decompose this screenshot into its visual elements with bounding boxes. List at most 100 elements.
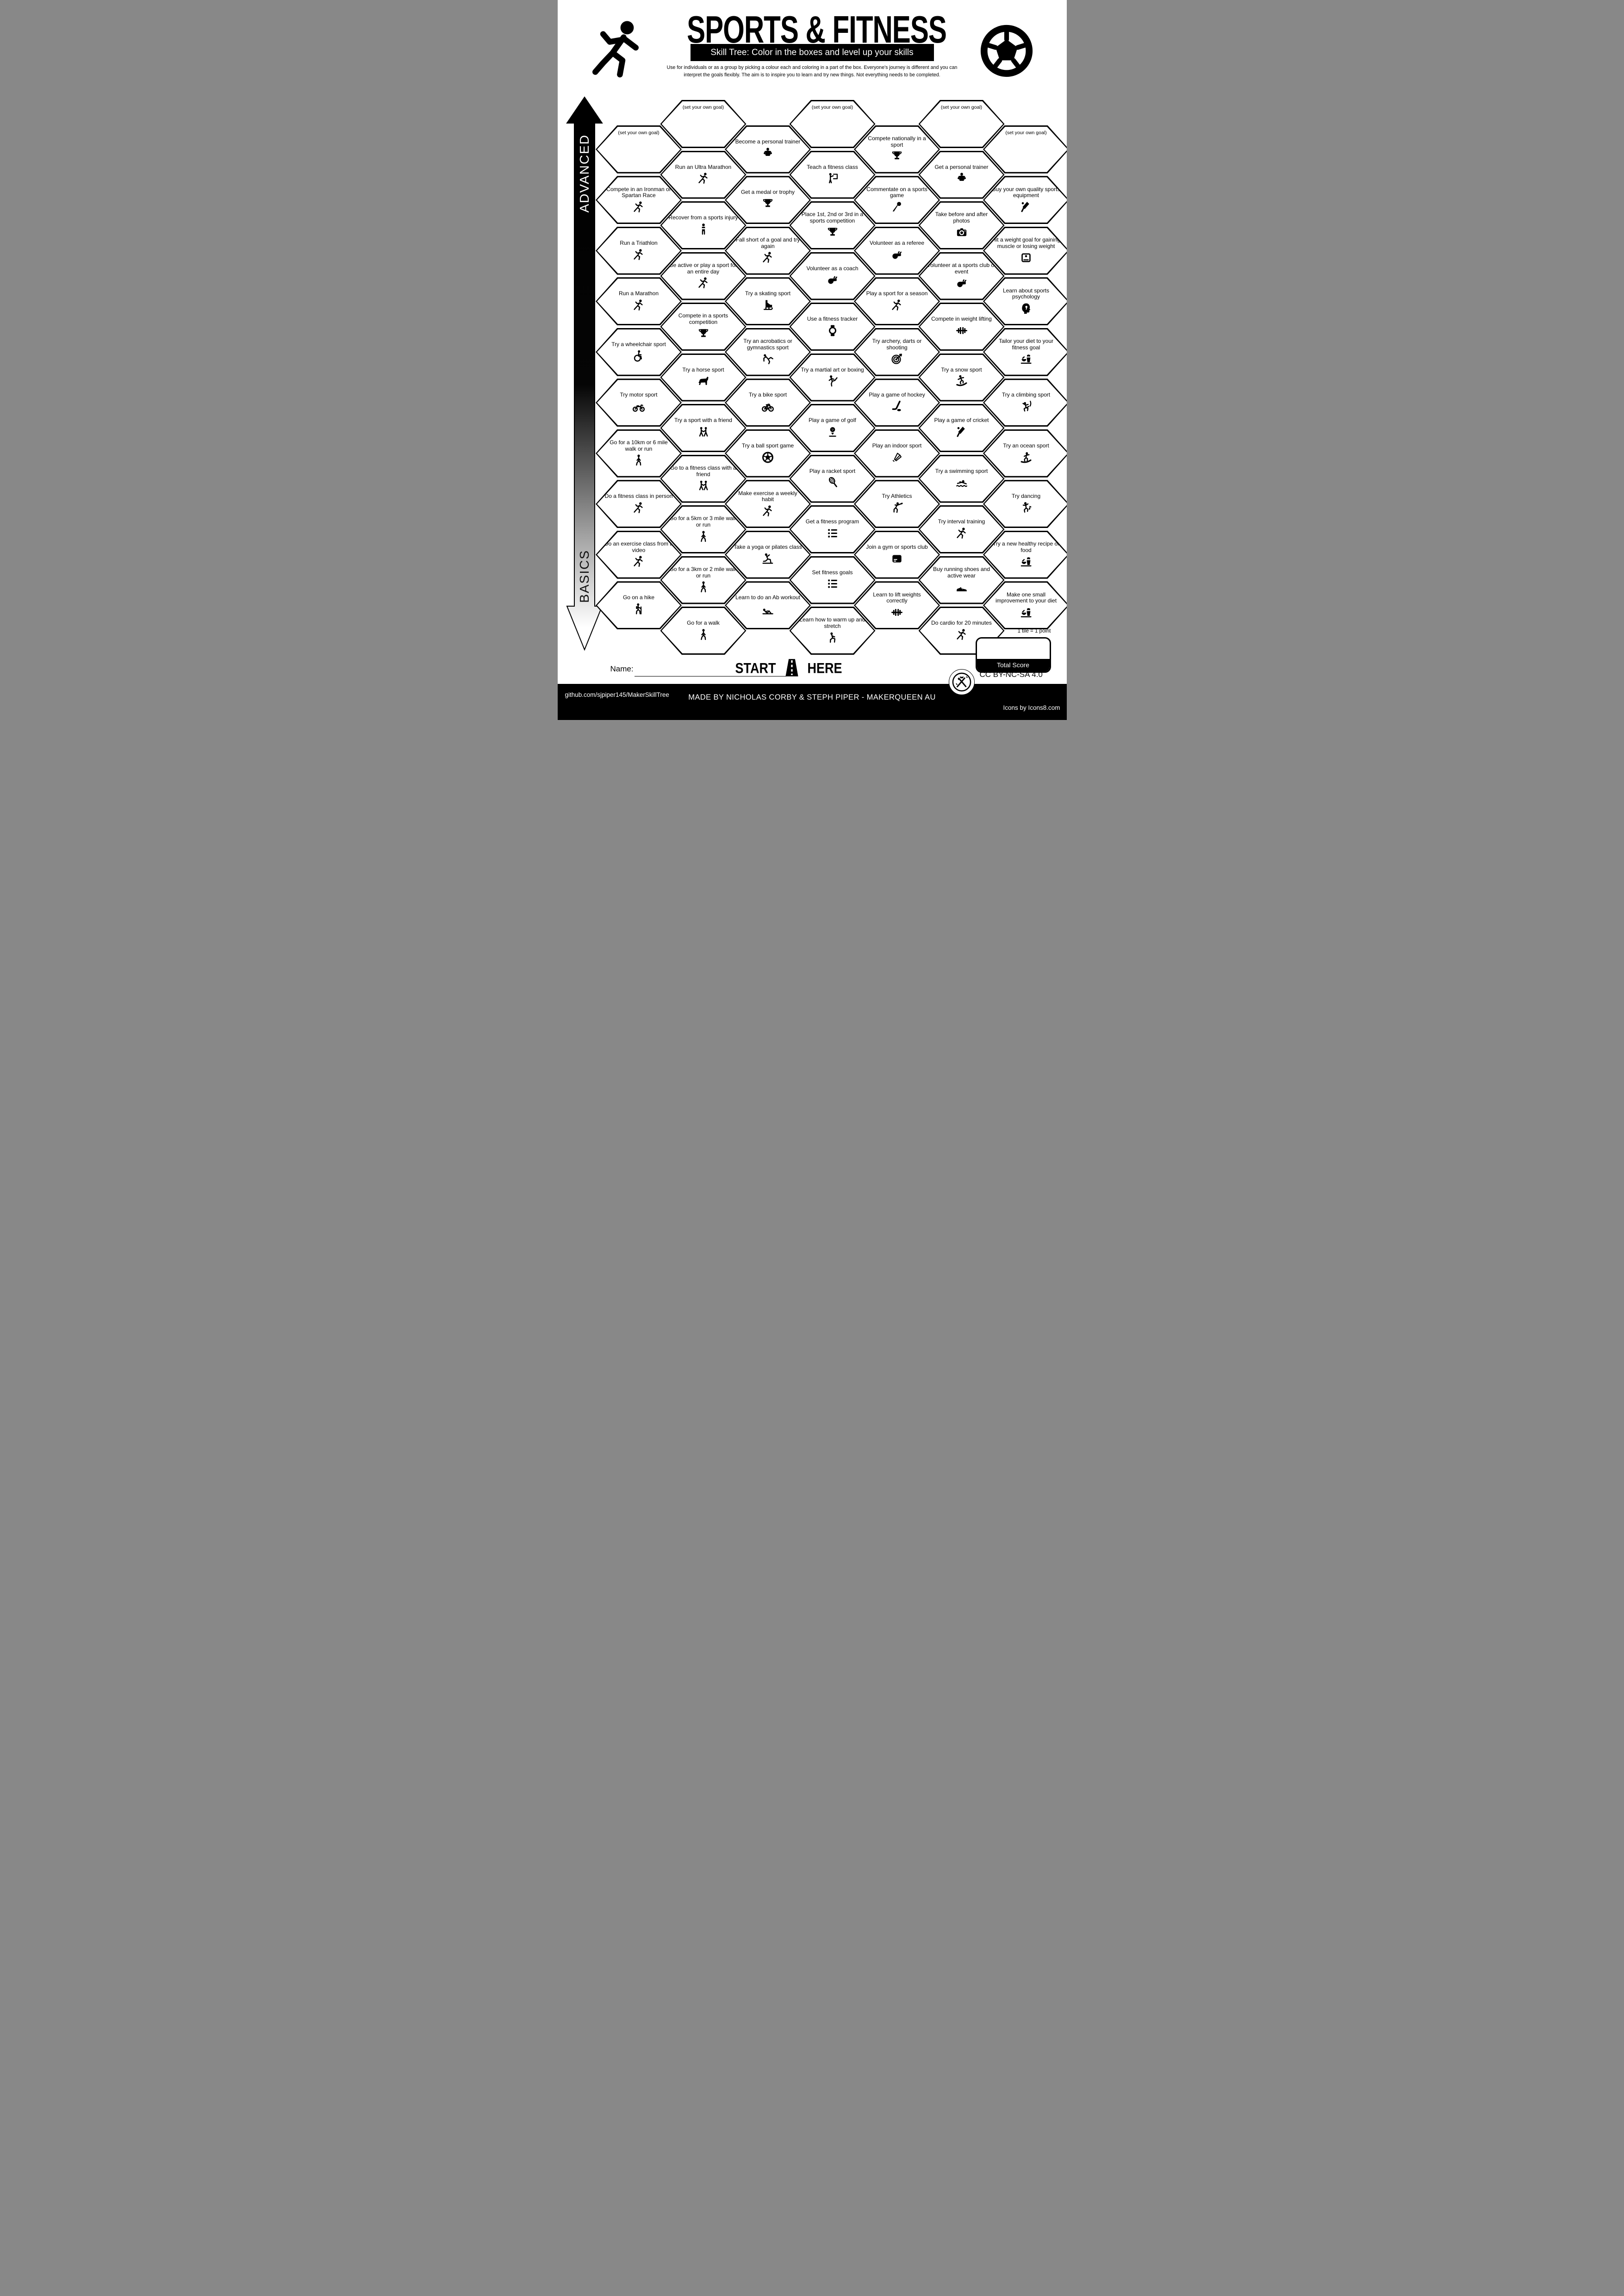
skate-icon bbox=[763, 300, 773, 310]
runner-icon bbox=[634, 248, 643, 260]
hex-tile[interactable]: Get a fitness program bbox=[789, 505, 876, 553]
hex-tile[interactable]: Get a personal trainer bbox=[918, 150, 1005, 199]
hex-tile-label: Try dancing bbox=[1011, 493, 1041, 500]
hex-tile[interactable]: Do cardio for 20 minutes bbox=[918, 607, 1005, 655]
list-icon bbox=[828, 579, 837, 588]
hex-tile-label: (set your own goal) bbox=[940, 105, 983, 110]
runner-icon bbox=[956, 629, 966, 640]
hex-tile-label: Play a racket sport bbox=[809, 467, 856, 474]
hex-tile-label: Be active or play a sport for an entire … bbox=[669, 261, 737, 275]
injured-icon bbox=[702, 223, 705, 235]
hex-tile-content: (set your own goal) bbox=[920, 101, 1003, 147]
hex-tile-label: Commentate on a sports game bbox=[866, 186, 927, 199]
hex-tile[interactable]: Make exercise a weekly habit bbox=[725, 480, 811, 528]
bicycle-icon bbox=[762, 403, 774, 412]
hex-tile-content: Commentate on a sports game bbox=[855, 177, 939, 223]
hex-tile[interactable]: Teach a fitness class bbox=[789, 150, 876, 199]
hex-tile-content: (set your own goal) bbox=[597, 126, 680, 172]
hex-tile-label: Tailor your diet to your fitness goal bbox=[998, 338, 1054, 351]
swimmer-icon bbox=[956, 480, 967, 487]
hex-tile-content: Go to a fitness class with a friend bbox=[661, 456, 745, 502]
hex-tile[interactable]: Compete nationally in a sport bbox=[854, 125, 940, 174]
hex-tile[interactable]: Compete in an Ironman or Spartan Race bbox=[596, 176, 682, 224]
runner-icon bbox=[698, 277, 708, 289]
hiker-icon bbox=[635, 603, 642, 614]
hex-tile[interactable]: Join a gym or sports club bbox=[854, 530, 940, 579]
repo-link[interactable]: github.com/sjpiper145/MakerSkillTree bbox=[565, 691, 669, 698]
soccer-ball-icon bbox=[980, 25, 1033, 77]
hex-tile-label: Learn to do an Ab workout bbox=[735, 594, 801, 601]
hex-tile-label: (set your own goal) bbox=[1005, 130, 1047, 136]
hex-tile[interactable]: Learn how to warm up and stretch bbox=[789, 607, 876, 655]
hex-tile-label: Volunteer at a sports club or event bbox=[927, 261, 996, 275]
hex-tile-label: Get a personal trainer bbox=[934, 163, 989, 170]
hex-tile[interactable]: Tailor your diet to your fitness goal bbox=[983, 328, 1067, 376]
hex-tile[interactable]: Take a yoga or pilates class bbox=[725, 530, 811, 579]
subtitle-bar: Skill Tree: Color in the boxes and level… bbox=[690, 44, 934, 61]
hex-tile-content: Play a sport for a season bbox=[855, 279, 939, 324]
hex-tile[interactable]: Buy running shoes and active wear bbox=[918, 556, 1005, 604]
hex-tile[interactable]: Go for a walk bbox=[660, 607, 747, 655]
hex-tile-content: Play a game of golf bbox=[790, 405, 874, 451]
hex-tile[interactable]: Try Athletics bbox=[854, 480, 940, 528]
hex-tile-content: Buy your own quality sports equipment bbox=[984, 177, 1067, 223]
hex-tile-content: Try a horse sport bbox=[661, 354, 745, 400]
whistle-icon bbox=[828, 276, 837, 284]
runner-icon bbox=[763, 505, 772, 516]
total-score-band: Total Score bbox=[977, 659, 1050, 671]
hex-tile[interactable]: Learn to do an Ab workout bbox=[725, 581, 811, 630]
hex-tile[interactable]: Learn to lift weights correctly bbox=[854, 581, 940, 630]
hex-tile-label: Make one small improvement to your diet bbox=[995, 591, 1057, 604]
icons-credit: Icons by Icons8.com bbox=[1003, 704, 1060, 711]
hex-tile[interactable]: Set fitness goals bbox=[789, 556, 876, 604]
hex-tile[interactable]: Play a racket sport bbox=[789, 454, 876, 503]
runner-icon bbox=[698, 173, 708, 184]
description-line-2: interpret the goals flexibly. The aim is… bbox=[684, 72, 940, 78]
hex-tile-content: Take a yoga or pilates class bbox=[726, 532, 809, 577]
hex-tile[interactable]: Run an Ultra Marathon bbox=[660, 150, 747, 199]
hex-tile[interactable]: Try interval training bbox=[918, 505, 1005, 553]
hex-tile[interactable]: Volunteer at a sports club or event bbox=[918, 252, 1005, 300]
hex-tile[interactable]: Go for a 5km or 3 mile walk or run bbox=[660, 505, 747, 553]
hex-tile-content: Run a Marathon bbox=[597, 279, 680, 324]
hex-tile-content: Compete in an Ironman or Spartan Race bbox=[597, 177, 680, 223]
hex-tile[interactable]: Do a fitness class in person bbox=[596, 480, 682, 528]
hex-tile-label: Go to a fitness class with a friend bbox=[670, 464, 736, 478]
hex-tile[interactable]: Become a personal trainer bbox=[725, 125, 811, 174]
hex-tile[interactable]: Go for a 3km or 2 mile walk or run bbox=[660, 556, 747, 604]
hex-tile-content: Play a game of hockey bbox=[855, 380, 939, 426]
hex-tile-content: Try a new healthy recipe or food bbox=[984, 532, 1067, 577]
hex-tile-content: Go for a 5km or 3 mile walk or run bbox=[661, 507, 745, 552]
hex-tile-label: Try a skating sport bbox=[745, 290, 791, 297]
footer-bar: github.com/sjpiper145/MakerSkillTree MAD… bbox=[557, 684, 1067, 720]
racket-icon bbox=[828, 477, 837, 488]
hex-tile[interactable]: Fall short of a goal and try again bbox=[725, 226, 811, 275]
hex-tile[interactable]: (set your own goal) bbox=[789, 100, 876, 148]
hex-tile-label: Try motor sport bbox=[620, 391, 658, 398]
hex-tile-label: Go for a 3km or 2 mile walk or run bbox=[669, 565, 737, 579]
hex-tile[interactable]: (set your own goal) bbox=[596, 125, 682, 174]
hex-tile-content: Place 1st, 2nd or 3rd in a sports compet… bbox=[790, 203, 874, 248]
hex-tile[interactable]: Get a medal or trophy bbox=[725, 176, 811, 224]
hex-tile-content: Compete nationally in a sport bbox=[855, 126, 939, 172]
hex-tile[interactable]: Do an exercise class from a video bbox=[596, 530, 682, 579]
hex-tile-label: Learn to lift weights correctly bbox=[873, 591, 921, 604]
hex-tile[interactable]: Recover from a sports injury bbox=[660, 201, 747, 249]
gymnast-icon bbox=[763, 354, 773, 365]
hex-tile[interactable]: Commentate on a sports game bbox=[854, 176, 940, 224]
hex-tile-label: Try a bike sport bbox=[748, 391, 787, 398]
hex-tile[interactable]: Go on a hike bbox=[596, 581, 682, 630]
hex-tile-label: Try Athletics bbox=[882, 493, 912, 500]
hex-tile-label: Play a game of hockey bbox=[869, 391, 925, 398]
hex-tile-content: Set fitness goals bbox=[790, 557, 874, 603]
hex-tile-label: Compete nationally in a sport bbox=[868, 135, 926, 148]
license-text: CC BY-NC-SA 4.0 bbox=[979, 670, 1043, 679]
hex-tile-label: (set your own goal) bbox=[682, 105, 724, 110]
total-score-box[interactable]: Total Score bbox=[975, 637, 1051, 673]
shuttlecock-icon bbox=[893, 453, 902, 462]
hex-tile-label: Take before and after photos bbox=[935, 211, 988, 224]
walker-icon bbox=[700, 530, 706, 542]
hex-tile-content: Try a climbing sport bbox=[984, 380, 1067, 426]
hex-tile-label: Try a climbing sport bbox=[1002, 391, 1051, 398]
hex-tile[interactable]: Run a Triathlon bbox=[596, 226, 682, 275]
